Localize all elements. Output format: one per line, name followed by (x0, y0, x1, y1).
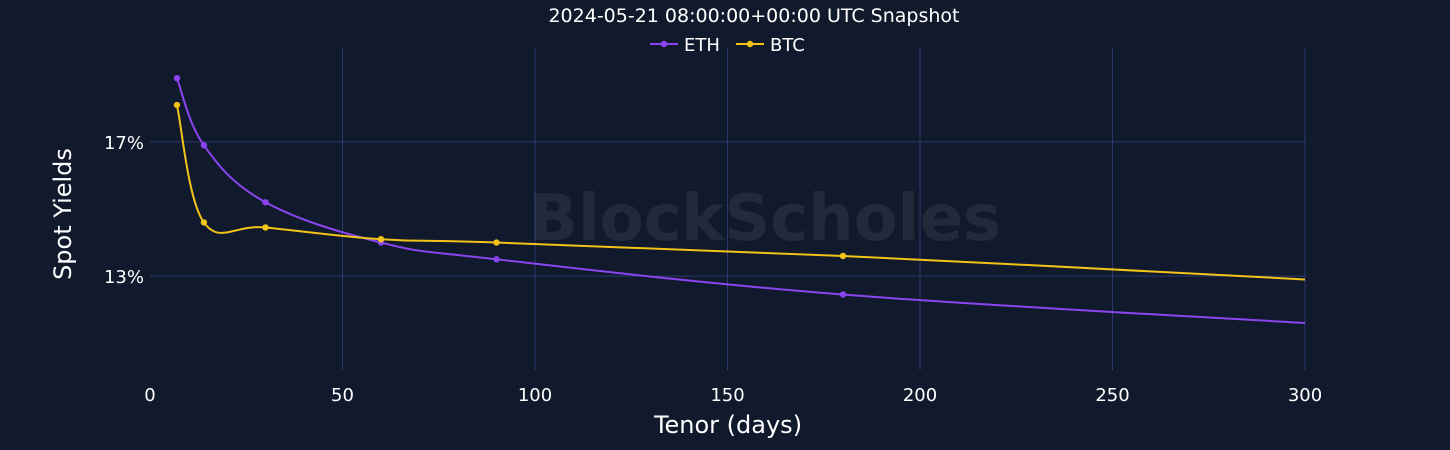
watermark: BlockScholes (529, 182, 1001, 256)
legend-item-eth[interactable]: ETH (650, 35, 720, 56)
btc-data-point (200, 219, 208, 226)
btc-data-point (493, 239, 500, 246)
legend-marker-btc (746, 40, 754, 48)
btc-data-point (173, 101, 181, 109)
btc-series-line (175, 104, 1306, 281)
legend-item-btc[interactable]: BTC (736, 35, 805, 56)
x-tick-label: 50 (331, 385, 354, 406)
btc-data-point (839, 252, 847, 260)
x-axis-title: Tenor (days) (653, 411, 802, 439)
x-tick-label: 0 (144, 385, 155, 406)
legend[interactable]: ETH BTC (650, 35, 805, 56)
eth-data-point (493, 256, 500, 263)
legend-label-eth: ETH (684, 35, 720, 56)
eth-series-line (176, 77, 1306, 325)
eth-data-point (839, 291, 847, 298)
x-tick-label: 300 (1288, 385, 1322, 406)
legend-marker-eth (660, 40, 668, 48)
series-layer (173, 74, 1306, 325)
y-axis-title: Spot Yields (49, 148, 77, 280)
x-tick-label: 250 (1095, 385, 1129, 406)
y-tick-label: 13% (104, 267, 144, 288)
y-tick-label: 17% (104, 133, 144, 154)
grid-layer (150, 48, 1306, 370)
x-tick-label: 100 (518, 385, 552, 406)
btc-data-point (377, 235, 385, 243)
chart-title: 2024-05-21 08:00:00+00:00 UTC Snapshot (548, 5, 959, 27)
eth-data-point (173, 74, 181, 82)
tick-layer: 0 50 100 150 200 250 300 13% 17% (104, 133, 1322, 406)
btc-data-point (262, 224, 269, 231)
x-tick-label: 200 (903, 385, 937, 406)
eth-data-point (262, 199, 269, 206)
x-tick-label: 150 (710, 385, 744, 406)
legend-label-btc: BTC (770, 35, 805, 56)
eth-data-point (200, 142, 208, 149)
